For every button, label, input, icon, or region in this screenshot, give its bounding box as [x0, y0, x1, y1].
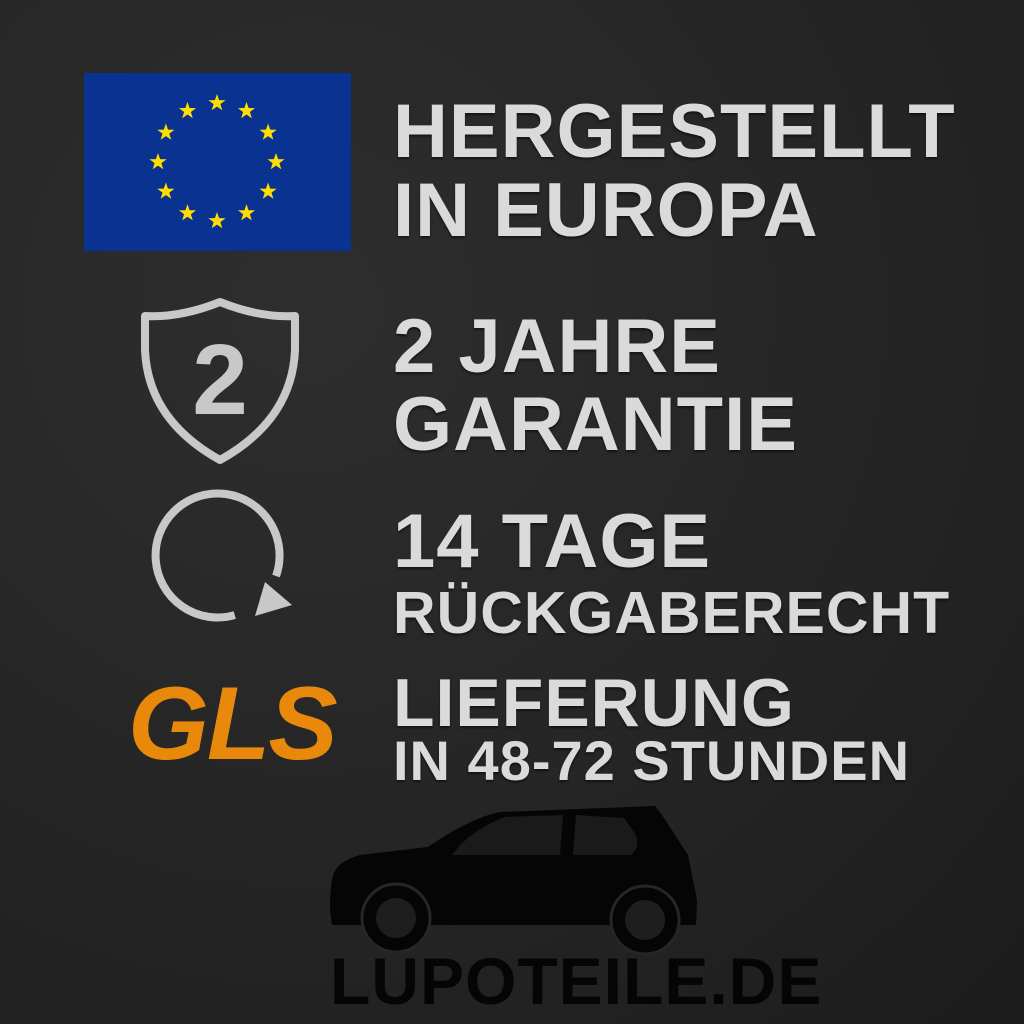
shield-warranty-icon [141, 298, 299, 464]
gls-logo: GLS [128, 666, 338, 782]
eu-star-icon [237, 101, 256, 119]
eu-star-icon [259, 182, 277, 199]
eu-star-icon [208, 94, 226, 111]
eu-star-icon [157, 123, 175, 140]
warranty-badge-number: 2 [192, 324, 248, 436]
brand-name: LUPOTEILE.DE [330, 944, 823, 1018]
eu-star-icon [208, 212, 226, 229]
eu-star-icon [237, 204, 256, 221]
eu-star-icon [178, 204, 197, 221]
feature-return-line1: 14 TAGE [393, 499, 712, 584]
eu-star-icon [259, 123, 277, 140]
feature-delivery-line1: LIEFERUNG [393, 665, 795, 741]
feature-made-in-europe-line1: HERGESTELLT [393, 89, 956, 174]
feature-warranty-line2: GARANTIE [393, 382, 798, 467]
eu-star-icon [149, 153, 167, 170]
eu-star-icon [178, 101, 197, 119]
eu-flag-icon [84, 73, 351, 251]
return-arrow-icon [151, 489, 292, 622]
feature-return-line2: RÜCKGABERECHT [393, 580, 951, 646]
feature-warranty-line1: 2 JAHRE [393, 304, 721, 389]
car-silhouette-icon [330, 806, 697, 956]
feature-made-in-europe-line2: IN EUROPA [393, 168, 819, 253]
feature-delivery-line2: IN 48-72 STUNDEN [393, 729, 911, 792]
eu-star-icon [267, 153, 285, 170]
eu-star-icon [157, 182, 175, 199]
